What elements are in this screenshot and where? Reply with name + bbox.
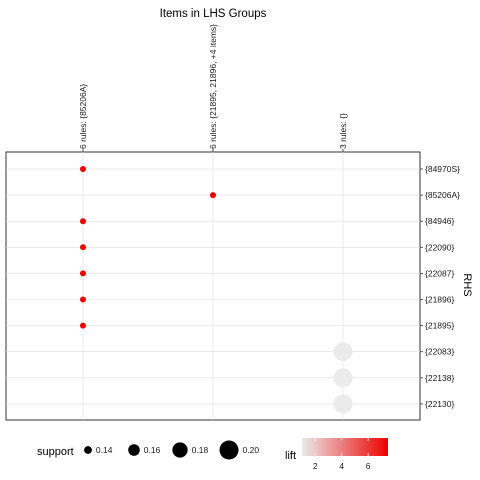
x-tick-label: 6 rules: {21895, 21896, +4 items} xyxy=(208,24,218,149)
size-legend-title: support xyxy=(37,446,74,458)
y-tick-label: {85206A} xyxy=(425,190,460,200)
size-legend-key xyxy=(219,440,239,460)
data-point xyxy=(333,394,353,414)
y-tick-label: {22083} xyxy=(425,347,454,357)
data-point xyxy=(80,322,86,329)
size-legend-label: 0.16 xyxy=(144,445,161,455)
color-legend-label: 6 xyxy=(366,461,371,471)
size-legend-key xyxy=(84,446,92,454)
y-tick-label: {22130} xyxy=(425,399,454,409)
data-point xyxy=(80,296,86,303)
color-legend-label: 2 xyxy=(313,461,318,471)
y-tick-label: {84946} xyxy=(425,216,454,226)
data-point xyxy=(80,244,86,251)
data-point xyxy=(80,218,86,225)
color-legend-label: 4 xyxy=(339,461,344,471)
x-tick-label: 6 rules: {85206A} xyxy=(78,84,88,149)
y-tick-label: {21895} xyxy=(425,321,454,331)
data-point xyxy=(210,192,216,199)
y-tick-label: {22138} xyxy=(425,373,454,383)
data-point xyxy=(333,342,353,362)
data-point xyxy=(80,270,86,277)
data-point xyxy=(333,368,353,388)
color-legend-title: lift xyxy=(285,450,296,462)
color-legend-bar xyxy=(302,438,388,456)
size-legend-label: 0.20 xyxy=(243,445,260,455)
size-legend-key xyxy=(128,444,140,456)
size-legend: support 0.14 0.16 0.18 0.20 xyxy=(37,440,260,460)
y-tick-label: {21896} xyxy=(425,295,454,305)
size-legend-label: 0.18 xyxy=(192,445,209,455)
y-axis-title: RHS xyxy=(461,273,473,296)
y-tick-label: {22087} xyxy=(425,268,454,278)
size-legend-key xyxy=(172,442,188,458)
y-tick-label: {84970S} xyxy=(425,164,460,174)
size-legend-label: 0.14 xyxy=(96,445,113,455)
color-legend: lift 2 4 6 xyxy=(285,438,388,471)
data-point xyxy=(80,166,86,172)
y-tick-label: {22090} xyxy=(425,242,454,252)
x-tick-label: 3 rules: {} xyxy=(338,113,348,149)
chart-title: Items in LHS Groups xyxy=(160,8,267,20)
